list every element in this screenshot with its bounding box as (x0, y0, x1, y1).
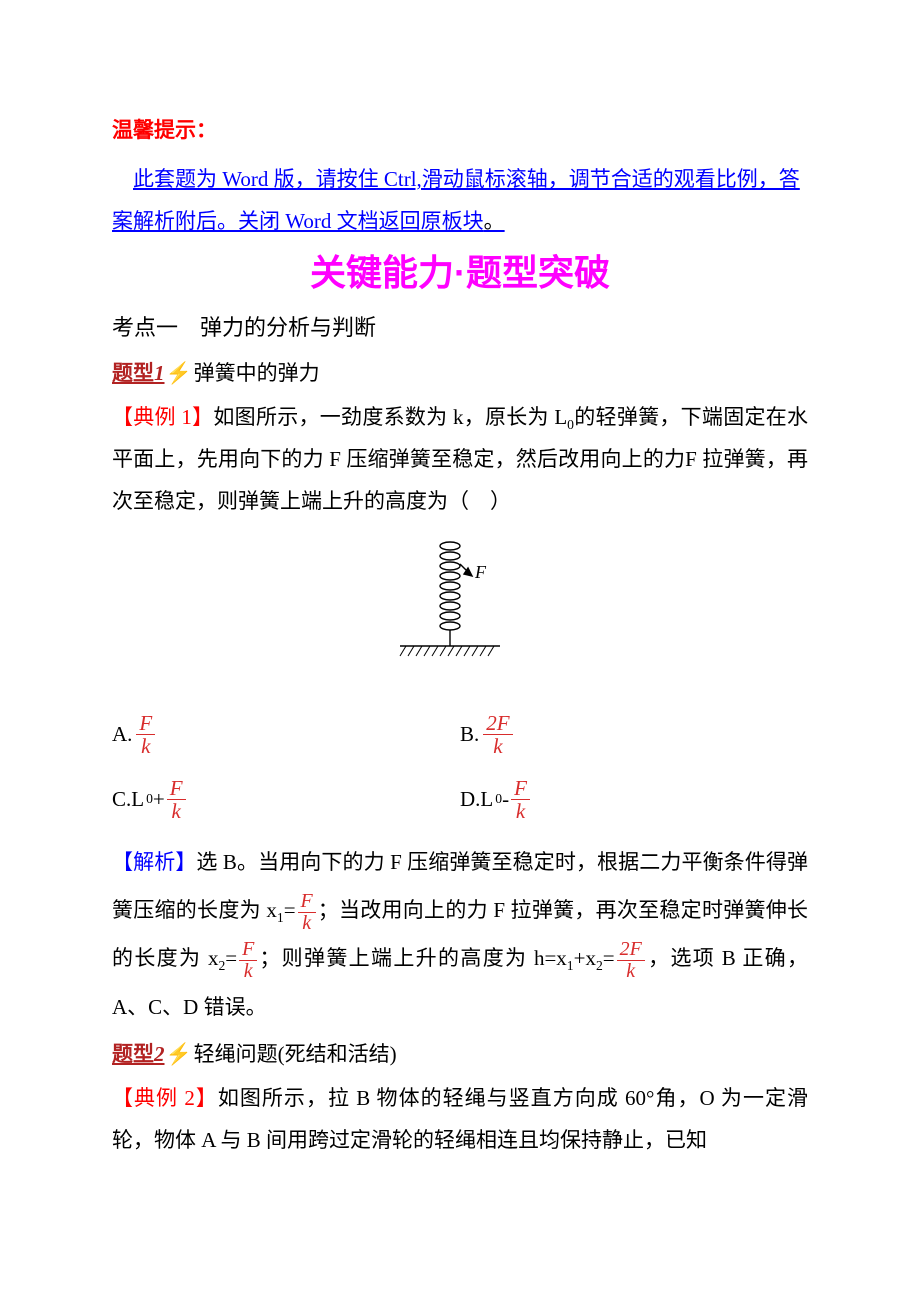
spring-figure: F (112, 528, 808, 692)
frac-bot: k (167, 800, 186, 822)
frac-top: 2F (617, 939, 645, 961)
example-2-block: 【典例 2】如图所示，拉 B 物体的轻绳与竖直方向成 60°角，O 为一定滑轮，… (112, 1077, 808, 1161)
hint-title: 温馨提示： (112, 110, 808, 152)
frac-bot: k (483, 735, 512, 757)
option-c-label: C.L (112, 778, 144, 820)
instruction-period: 。 (484, 209, 505, 233)
option-b-frac: 2F k (483, 712, 512, 757)
type-badge-number: 1 (154, 352, 165, 394)
frac-bot: k (239, 961, 257, 982)
force-label: F (474, 562, 487, 582)
frac-top: F (511, 777, 530, 800)
frac-bot: k (511, 800, 530, 822)
type-badge-number: 2 (154, 1033, 165, 1075)
example-1-text-a: 如图所示，一劲度系数为 k，原长为 L (213, 405, 567, 429)
option-d: D.L0- F k (460, 777, 808, 822)
lightning-icon: ⚡ (166, 352, 192, 394)
sub-1: 1 (277, 910, 284, 925)
type-badge-label: 题型 (112, 352, 154, 394)
options-grid: A. F k B. 2F k C.L0+ F k D.L0- F k (112, 702, 808, 832)
option-a-frac: F k (136, 712, 155, 757)
solution-block: 【解析】选 B。当用向下的力 F 压缩弹簧至稳定时，根据二力平衡条件得弹簧压缩的… (112, 838, 808, 1031)
example-1-block: 【典例 1】如图所示，一劲度系数为 k，原长为 L0的轻弹簧，下端固定在水平面上… (112, 396, 808, 522)
topic-1: 考点一 弹力的分析与判断 (112, 306, 808, 350)
option-c: C.L0+ F k (112, 777, 460, 822)
solution-label: 【解析】 (112, 850, 196, 874)
example-2-label: 【典例 2】 (112, 1086, 218, 1110)
option-b-label: B. (460, 713, 479, 755)
sol-frac-3: 2Fk (617, 939, 645, 982)
instruction-prefix: 此套题为 Word 版，请按住 Ctrl,滑动鼠标滚轴，调节合适的观看比例，答案… (112, 167, 800, 233)
option-a: A. F k (112, 712, 460, 757)
frac-top: F (167, 777, 186, 800)
sub-0: 0 (567, 417, 574, 432)
sol-eq1: = (284, 898, 296, 922)
sub-1b: 1 (567, 959, 574, 974)
frac-bot: k (298, 913, 316, 934)
sol-f: +x (574, 946, 596, 970)
sol-frac-1: Fk (298, 891, 316, 934)
type-2-row: 题型 2 ⚡ 轻绳问题(死结和活结) (112, 1033, 808, 1075)
sol-frac-2: Fk (239, 939, 257, 982)
type-badge-1: 题型 1 (112, 352, 165, 394)
option-c-frac: F k (167, 777, 186, 822)
frac-top: F (136, 712, 155, 735)
instruction-text: 此套题为 Word 版，请按住 Ctrl,滑动鼠标滚轴，调节合适的观看比例，答案… (112, 158, 808, 242)
sol-e: ；则弹簧上端上升的高度为 h=x (259, 946, 566, 970)
type-2-text: 轻绳问题(死结和活结) (194, 1033, 397, 1075)
type-1-text: 弹簧中的弹力 (194, 352, 320, 394)
frac-bot: k (617, 961, 645, 982)
sol-eq2: = (225, 946, 237, 970)
sol-eq3: = (603, 946, 615, 970)
type-badge-label: 题型 (112, 1033, 154, 1075)
type-1-row: 题型 1 ⚡ 弹簧中的弹力 (112, 352, 808, 394)
example-1-label: 【典例 1】 (112, 405, 213, 429)
lightning-icon: ⚡ (166, 1033, 192, 1075)
minus: - (502, 778, 509, 820)
option-d-frac: F k (511, 777, 530, 822)
option-d-label: D.L (460, 778, 493, 820)
frac-top: F (298, 891, 316, 913)
plus: + (153, 778, 165, 820)
frac-bot: k (136, 735, 155, 757)
type-badge-2: 题型 2 (112, 1033, 165, 1075)
option-a-label: A. (112, 713, 132, 755)
section-title: 关键能力·题型突破 (112, 244, 808, 302)
option-b: B. 2F k (460, 712, 808, 757)
frac-top: 2F (483, 712, 512, 735)
sub-2b: 2 (596, 959, 603, 974)
spring-svg: F (380, 528, 540, 678)
document-page: 温馨提示： 此套题为 Word 版，请按住 Ctrl,滑动鼠标滚轴，调节合适的观… (0, 0, 920, 1302)
frac-top: F (239, 939, 257, 961)
